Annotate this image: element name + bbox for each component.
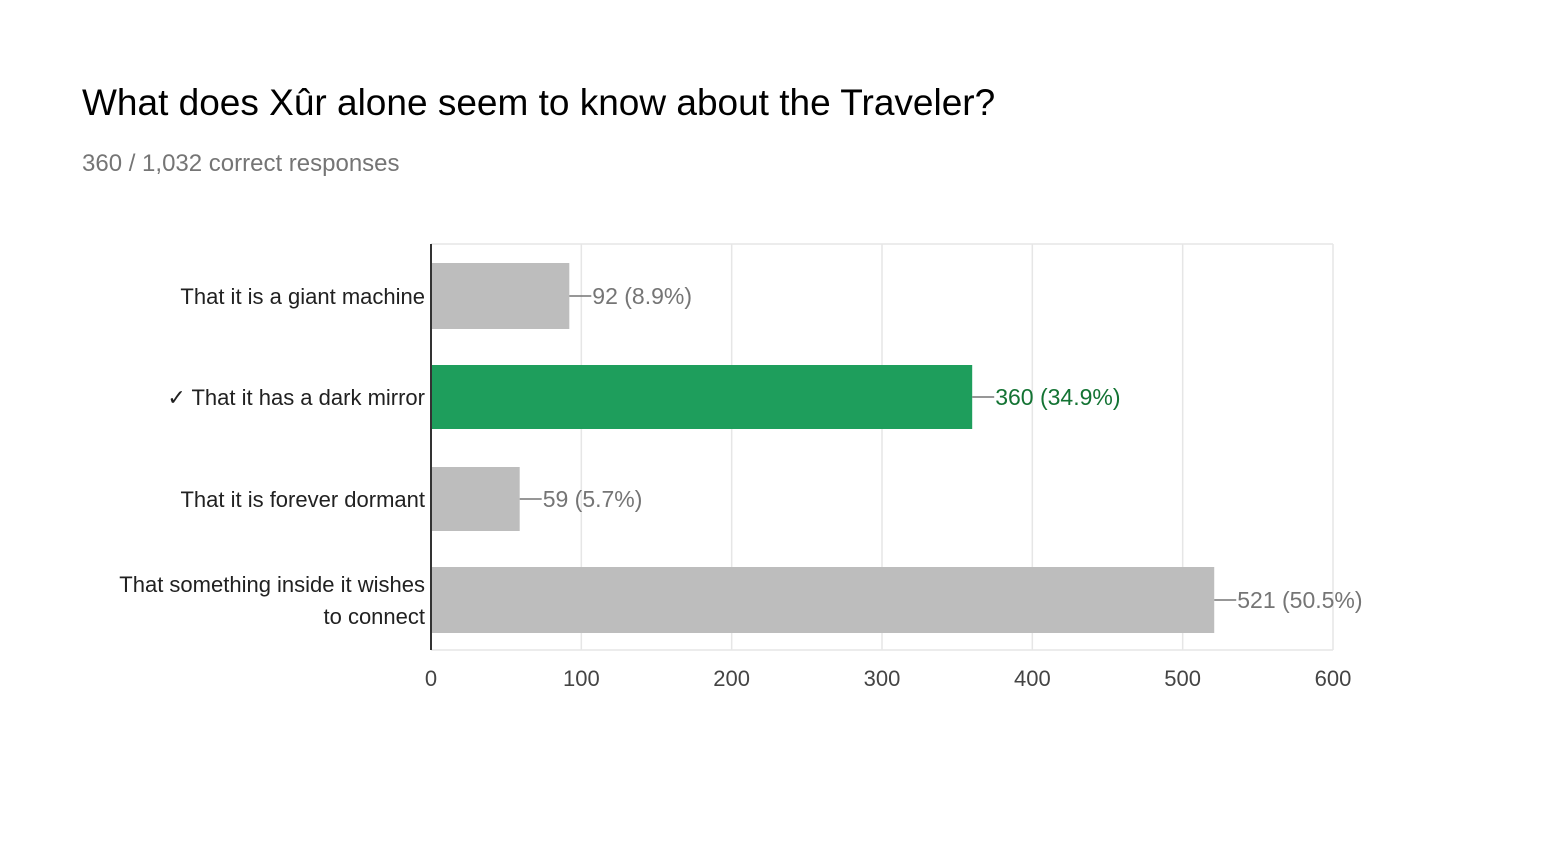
data-label-3: 521 (50.5%)	[1237, 587, 1362, 613]
bar-3	[431, 567, 1215, 633]
category-label-1: ✓ That it has a dark mirror	[167, 385, 425, 410]
bar-0	[431, 263, 570, 329]
category-label-3-line-0: That something inside it wishes	[119, 572, 425, 597]
bar-2	[431, 467, 520, 531]
x-tick-label-200: 200	[713, 666, 750, 691]
bars	[431, 263, 1215, 633]
x-tick-label-600: 600	[1315, 666, 1352, 691]
x-tick-label-100: 100	[563, 666, 600, 691]
category-label-3-line-1: to connect	[323, 604, 425, 629]
bar-1	[431, 365, 973, 429]
data-label-2: 59 (5.7%)	[543, 486, 643, 512]
x-tick-label-0: 0	[425, 666, 437, 691]
labels: 92 (8.9%) That it is a giant machine 360 (…	[119, 283, 1362, 629]
x-tick-label-300: 300	[864, 666, 901, 691]
category-label-0: That it is a giant machine	[180, 284, 425, 309]
chart-title: What does Xûr alone seem to know about t…	[82, 82, 996, 123]
x-tick-label-400: 400	[1014, 666, 1051, 691]
category-label-2: That it is forever dormant	[180, 487, 425, 512]
x-tick-label-500: 500	[1164, 666, 1201, 691]
chart-subtitle: 360 / 1,032 correct responses	[82, 150, 400, 177]
axes: 0 100 200 300 400 500 600	[425, 244, 1351, 691]
data-label-1: 360 (34.9%)	[995, 384, 1120, 410]
data-label-0: 92 (8.9%)	[592, 283, 692, 309]
